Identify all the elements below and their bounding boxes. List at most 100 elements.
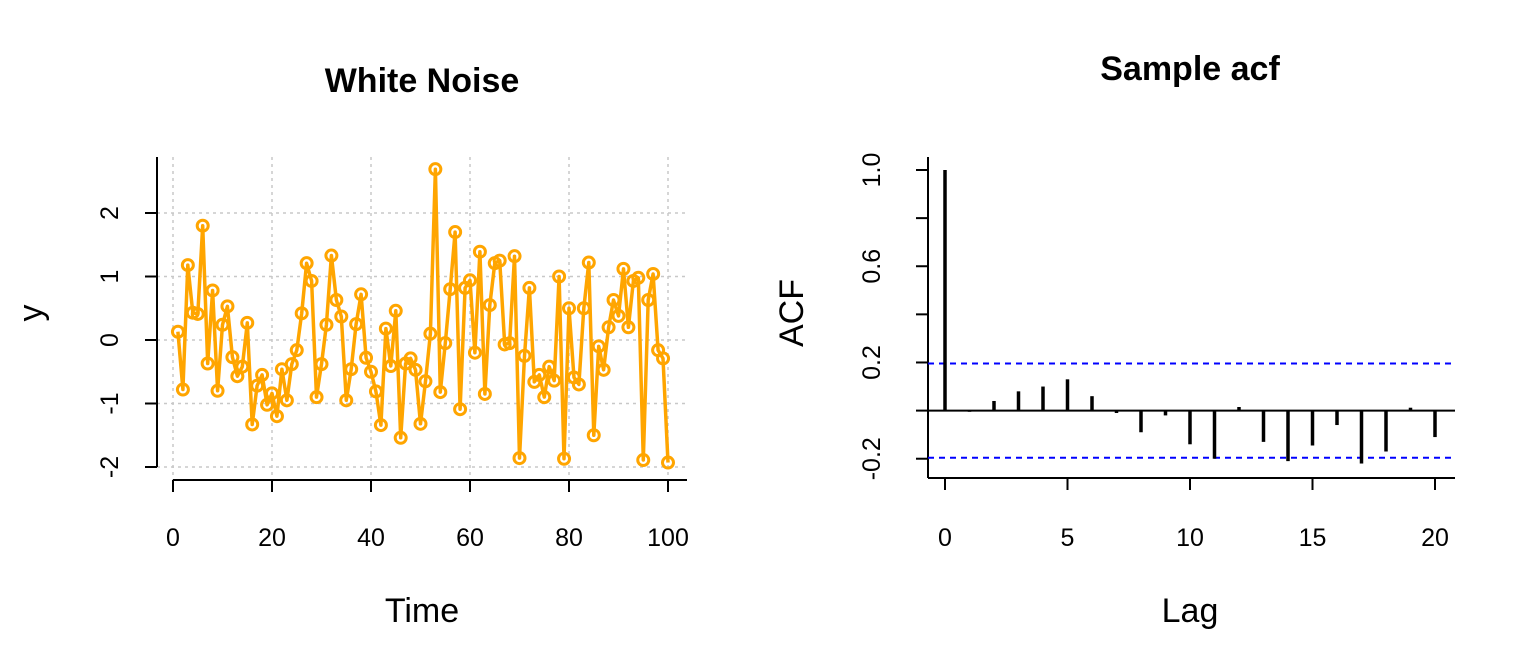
white-noise-point: [324, 248, 339, 263]
white-noise-point: [299, 256, 314, 271]
white-noise-point: [368, 384, 383, 399]
white-noise-point: [180, 258, 195, 273]
white-noise-point: [571, 377, 586, 392]
white-noise-point: [413, 416, 428, 431]
white-noise-point: [448, 225, 463, 240]
white-noise-point: [245, 417, 260, 432]
white-noise-xtick-label-5: 100: [647, 524, 689, 552]
white-noise-point: [314, 357, 329, 372]
white-noise-point: [507, 249, 522, 264]
white-noise-point: [542, 359, 557, 374]
white-noise-point: [596, 362, 611, 377]
white-noise-point: [547, 373, 562, 388]
white-noise-xtick-label-0: 0: [166, 524, 180, 552]
white-noise-ytick-label-3: 1: [96, 270, 124, 284]
white-noise-point: [502, 336, 517, 351]
white-noise-point: [304, 273, 319, 288]
white-noise-point: [284, 357, 299, 372]
acf-xtick-label-1: 5: [1061, 524, 1075, 552]
acf-series: [943, 170, 1437, 464]
white-noise-point: [309, 390, 324, 405]
white-noise-point: [354, 287, 369, 302]
white-noise-point: [378, 321, 393, 336]
acf-ytick-label-0: -0.2: [858, 437, 886, 480]
white-noise-point: [373, 418, 388, 433]
white-noise-point: [492, 253, 507, 268]
white-noise-point: [636, 453, 651, 468]
acf-title: Sample acf: [1100, 50, 1280, 88]
white-noise-point: [562, 301, 576, 316]
white-noise-point: [334, 309, 349, 324]
white-noise-point: [418, 374, 433, 389]
white-noise-point: [631, 270, 646, 285]
white-noise-point: [428, 162, 443, 177]
acf-ytick-label-3: 1.0: [858, 153, 886, 188]
white-noise-point: [388, 303, 403, 318]
white-noise-ytick-label-1: -1: [96, 392, 124, 414]
white-noise-point: [235, 359, 250, 374]
white-noise-xlabel: Time: [385, 592, 459, 630]
white-noise-grid: [157, 157, 687, 480]
white-noise-point: [195, 218, 210, 233]
white-noise-axes: 0 20 40 60 80 100 -2 -1 0 1 2: [96, 157, 689, 552]
white-noise-point: [443, 282, 458, 297]
acf-xlabel: Lag: [1162, 592, 1219, 630]
white-noise-point: [641, 292, 656, 307]
white-noise-point: [621, 320, 636, 335]
white-noise-point: [393, 430, 408, 445]
white-noise-series: [170, 162, 675, 470]
acf-panel: Sample acf 0 5 10 15 20 -0.2 0.2 0.6 1.0 Lag ACF: [773, 50, 1455, 630]
white-noise-point: [552, 269, 567, 284]
white-noise-point: [581, 255, 596, 270]
white-noise-xtick-label-1: 20: [258, 524, 286, 552]
white-noise-point: [260, 397, 275, 412]
white-noise-point: [364, 364, 378, 379]
white-noise-xtick-label-3: 60: [456, 524, 484, 552]
white-noise-point: [591, 339, 606, 354]
acf-ytick-label-2: 0.6: [858, 249, 886, 284]
white-noise-point: [656, 351, 671, 366]
white-noise-point: [517, 348, 532, 363]
white-noise-point: [289, 343, 304, 358]
white-noise-point: [225, 350, 240, 365]
acf-xtick-label-0: 0: [938, 524, 952, 552]
white-noise-point: [210, 383, 225, 398]
white-noise-ytick-label-4: 2: [96, 206, 124, 220]
white-noise-point: [339, 393, 354, 408]
white-noise-point: [349, 317, 364, 332]
acf-xtick-label-4: 20: [1421, 524, 1449, 552]
white-noise-point: [344, 362, 359, 377]
white-noise-point: [557, 451, 572, 466]
white-noise-point: [477, 386, 492, 401]
white-noise-point: [433, 385, 448, 400]
white-noise-point: [294, 306, 309, 321]
white-noise-point: [329, 292, 344, 307]
acf-ytick-label-1: 0.2: [858, 345, 886, 380]
white-noise-point: [359, 350, 374, 365]
white-noise-point: [537, 390, 552, 405]
white-noise-xtick-label-2: 40: [357, 524, 385, 552]
white-noise-point: [453, 402, 468, 417]
white-noise-title: White Noise: [325, 62, 520, 100]
white-noise-point: [408, 362, 423, 377]
acf-xtick-label-3: 15: [1299, 524, 1327, 552]
white-noise-point: [265, 386, 279, 401]
white-noise-ytick-label-0: -2: [96, 456, 124, 478]
white-noise-point: [383, 359, 398, 374]
white-noise-xtick-label-4: 80: [555, 524, 583, 552]
white-noise-point: [190, 306, 205, 321]
white-noise-point: [403, 351, 418, 366]
white-noise-point: [467, 345, 482, 360]
white-noise-point: [175, 382, 190, 397]
white-noise-point: [576, 301, 591, 316]
white-noise-point: [482, 298, 497, 313]
white-noise-point: [512, 451, 527, 466]
white-noise-point: [532, 367, 547, 382]
white-noise-point: [215, 317, 230, 332]
white-noise-point: [611, 308, 626, 323]
white-noise-point: [423, 326, 438, 341]
white-noise-point: [661, 455, 675, 470]
white-noise-ylabel: y: [12, 305, 50, 322]
white-noise-point: [279, 393, 294, 408]
